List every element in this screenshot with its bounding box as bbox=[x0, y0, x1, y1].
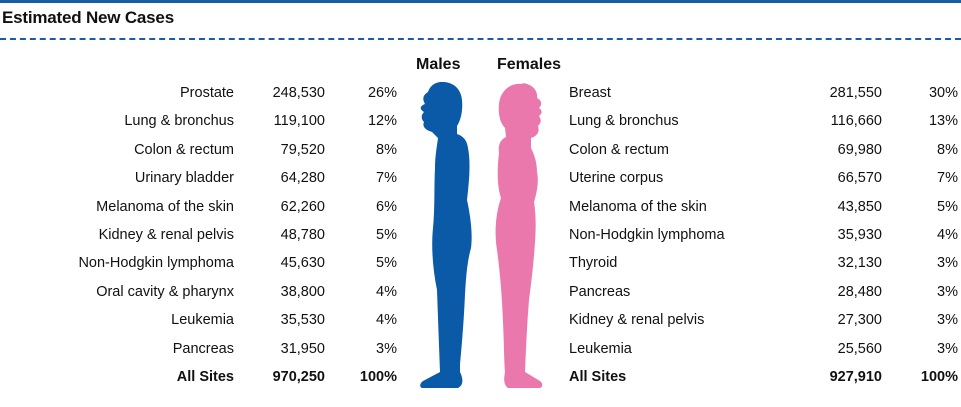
male-cases-value: 64,280 bbox=[280, 170, 325, 187]
male-percent-value: 4% bbox=[376, 312, 397, 329]
male-site-label: Prostate bbox=[180, 85, 234, 101]
male-site-label: Melanoma of the skin bbox=[96, 198, 234, 215]
female-cases-value: 66,570 bbox=[837, 170, 882, 187]
male-cases-value: 31,950 bbox=[280, 340, 325, 357]
female-site-label: Kidney & renal pelvis bbox=[569, 312, 705, 329]
male-percent-value: 4% bbox=[376, 283, 397, 300]
male-site-label: Oral cavity & pharynx bbox=[96, 283, 234, 300]
males-heading: Males bbox=[416, 56, 461, 73]
male-site-label: Pancreas bbox=[172, 340, 234, 357]
female-percent-value: 30% bbox=[928, 85, 958, 101]
female-percent-value: 8% bbox=[937, 141, 958, 158]
male-cases-value: 38,800 bbox=[280, 283, 325, 300]
male-percent-value: 100% bbox=[359, 369, 397, 385]
female-site-label: Leukemia bbox=[569, 340, 632, 357]
male-site-label: Urinary bladder bbox=[134, 170, 234, 187]
chart-title: Estimated New Cases bbox=[2, 8, 174, 27]
female-percent-value: 5% bbox=[937, 198, 958, 215]
female-site-label: All Sites bbox=[569, 369, 627, 385]
table-row: Oral cavity & pharynx 38,800 4% Pancreas 28,… bbox=[0, 284, 961, 306]
male-cases-value: 48,780 bbox=[280, 227, 325, 243]
female-site-label: Thyroid bbox=[569, 255, 618, 272]
table-row: Leukemia 35,530 4% Kidney & renal pelvis 27,… bbox=[0, 312, 961, 334]
female-site-label: Breast bbox=[569, 85, 611, 101]
male-percent-value: 12% bbox=[367, 113, 397, 130]
female-percent-value: 13% bbox=[928, 113, 958, 130]
male-percent-value: 6% bbox=[376, 198, 397, 215]
male-site-label: Lung & bronchus bbox=[124, 113, 234, 130]
table-row: Non-Hodgkin lymphoma 45,630 5% Thyroid 32,13… bbox=[0, 255, 961, 277]
female-cases-value: 32,130 bbox=[837, 255, 882, 272]
male-percent-value: 5% bbox=[376, 255, 397, 272]
male-percent-value: 3% bbox=[376, 340, 397, 357]
total-row: All Sites 970,250 100% All Sites 927,910 100% bbox=[0, 369, 961, 391]
female-cases-value: 35,930 bbox=[837, 227, 882, 243]
female-site-label: Melanoma of the skin bbox=[569, 198, 707, 215]
table-row: Prostate 248,530 26% Breast 281,550 30% bbox=[0, 85, 961, 107]
female-silhouette-icon bbox=[495, 83, 543, 388]
female-cases-value: 69,980 bbox=[837, 141, 882, 158]
female-cases-value: 927,910 bbox=[829, 369, 882, 385]
female-site-label: Lung & bronchus bbox=[569, 113, 679, 130]
male-cases-value: 970,250 bbox=[272, 369, 325, 385]
female-cases-value: 116,660 bbox=[830, 113, 882, 130]
female-cases-value: 43,850 bbox=[837, 198, 882, 215]
female-body-shape bbox=[495, 83, 543, 388]
table-row: Colon & rectum 79,520 8% Colon & rectum 69,9… bbox=[0, 142, 961, 164]
top-rule bbox=[0, 0, 961, 3]
male-site-label: Colon & rectum bbox=[134, 141, 234, 158]
male-cases-value: 79,520 bbox=[280, 141, 325, 158]
male-percent-value: 26% bbox=[367, 85, 397, 101]
female-cases-value: 281,550 bbox=[829, 85, 882, 101]
dashed-divider bbox=[0, 38, 961, 40]
females-heading: Females bbox=[497, 56, 562, 73]
male-site-label: Leukemia bbox=[171, 312, 234, 329]
male-percent-value: 8% bbox=[376, 141, 397, 158]
male-cases-value: 248,530 bbox=[272, 85, 325, 101]
male-silhouette-icon bbox=[420, 82, 472, 388]
male-percent-value: 7% bbox=[376, 170, 397, 187]
female-site-label: Non-Hodgkin lymphoma bbox=[569, 227, 725, 243]
male-site-label: All Sites bbox=[176, 369, 234, 385]
female-percent-value: 3% bbox=[937, 255, 958, 272]
female-percent-value: 3% bbox=[937, 312, 958, 329]
male-site-label: Non-Hodgkin lymphoma bbox=[78, 255, 234, 272]
female-cases-value: 28,480 bbox=[837, 283, 882, 300]
male-body-shape bbox=[420, 82, 472, 388]
male-cases-value: 45,630 bbox=[280, 255, 325, 272]
male-cases-value: 119,100 bbox=[273, 113, 325, 130]
female-site-label: Colon & rectum bbox=[569, 141, 669, 158]
table-row: Lung & bronchus 119,100 12% Lung & bronchus… bbox=[0, 113, 961, 135]
female-cases-value: 25,560 bbox=[837, 340, 882, 357]
female-percent-value: 7% bbox=[937, 170, 958, 187]
male-cases-value: 62,260 bbox=[280, 198, 325, 215]
male-cases-value: 35,530 bbox=[280, 312, 325, 329]
female-cases-value: 27,300 bbox=[837, 312, 882, 329]
male-percent-value: 5% bbox=[376, 227, 397, 243]
table-row: Melanoma of the skin 62,260 6% Melanoma of … bbox=[0, 199, 961, 221]
female-site-label: Uterine corpus bbox=[569, 170, 664, 187]
male-site-label: Kidney & renal pelvis bbox=[98, 227, 234, 243]
table-row: Urinary bladder 64,280 7% Uterine corpus 66,… bbox=[0, 170, 961, 192]
table-row: Kidney & renal pelvis 48,780 5% Non-Hodgkin… bbox=[0, 227, 961, 249]
table-row: Pancreas 31,950 3% Leukemia 25,560 3% bbox=[0, 341, 961, 363]
female-percent-value: 100% bbox=[920, 369, 958, 385]
female-site-label: Pancreas bbox=[569, 283, 631, 300]
female-percent-value: 4% bbox=[937, 227, 958, 243]
female-percent-value: 3% bbox=[937, 283, 958, 300]
female-percent-value: 3% bbox=[937, 340, 958, 357]
